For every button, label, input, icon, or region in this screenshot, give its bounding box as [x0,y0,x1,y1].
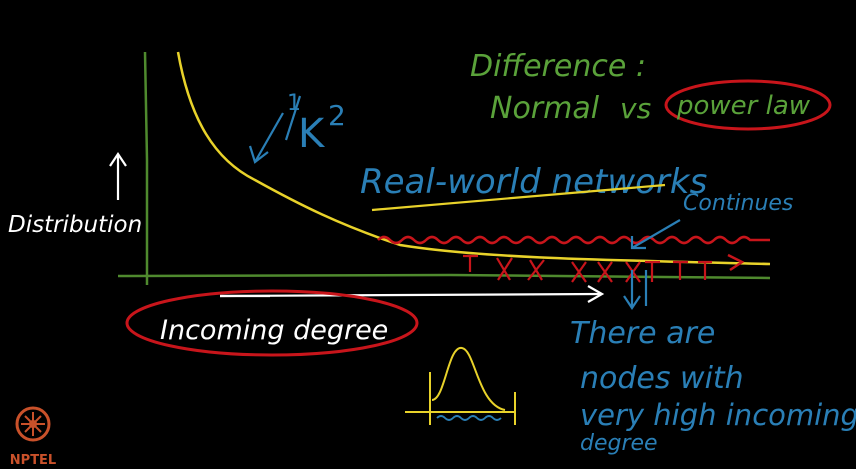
note-line-2: nodes with [580,361,744,396]
tail-highlight-squiggle [377,235,770,245]
formula-exponent: 2 [328,99,346,132]
logo-text: NPTEL [10,453,56,468]
formula-1-over-k-squared: 1 K 2 [248,91,346,164]
normal-label: Normal [490,91,600,126]
y-axis-up-arrow [109,152,127,200]
note-line-1: There are [570,316,715,351]
x-axis-label: Incoming degree [160,315,388,346]
vs-label: vs [620,92,651,125]
difference-title: Difference : [470,49,646,84]
down-arrows [623,270,648,310]
note-line-4: degree [580,431,658,456]
power-law-label: power law [676,91,811,121]
x-axis-label-circle [125,289,419,357]
note-line-3: very high incoming [580,398,856,432]
y-axis-line [143,51,149,285]
axes [117,51,771,285]
tail-ticks [463,254,712,283]
continues-arrow [630,219,681,250]
x-axis-line [117,273,771,280]
formula-pointer-arrow [248,112,284,164]
x-axis-arrow [219,285,605,303]
formula-numerator: 1 [287,91,301,116]
normal-distribution-sketch [405,347,516,425]
y-axis-label: Distribution [8,212,142,238]
formula-denominator: K [298,111,326,157]
power-law-curve [176,51,771,266]
continues-label: Continues [683,191,793,216]
logo-ring [15,406,51,442]
logo-center [29,420,37,428]
real-world-underline [371,183,666,212]
tail-arrowhead [727,253,745,272]
normal-sketch-curve [431,347,506,411]
formula-slash [284,95,302,141]
power-law-circle [664,79,832,131]
normal-sketch-base [436,415,502,421]
x-axis-label-group: Incoming degree [125,289,419,357]
normal-sketch-axes [405,372,516,425]
nptel-logo: NPTEL [10,406,56,468]
